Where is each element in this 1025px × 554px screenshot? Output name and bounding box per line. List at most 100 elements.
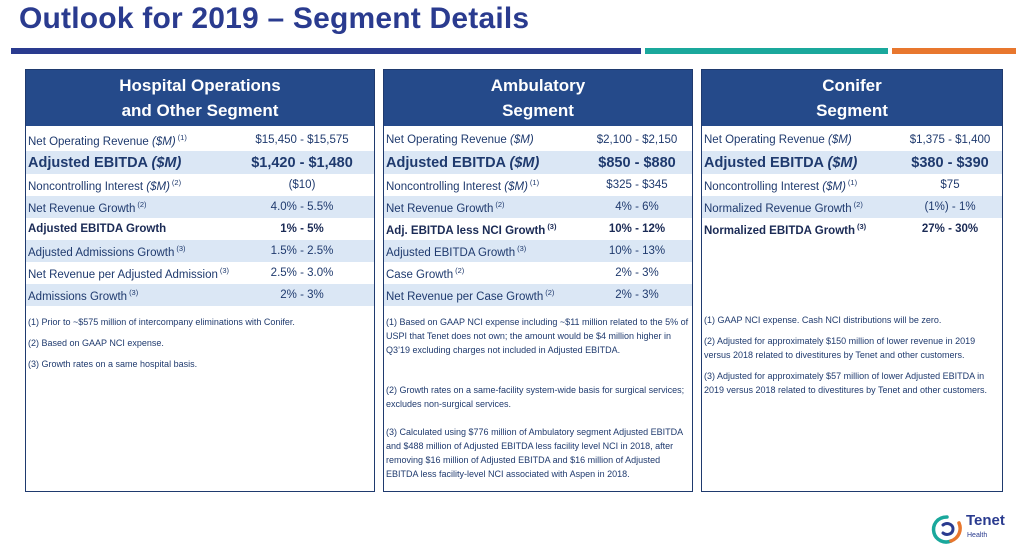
row-value: 10% - 13% [608,245,666,257]
row-label: Adjusted EBITDA Growth [386,246,516,259]
row-value: $1,420 - $1,480 [251,154,353,171]
row-value: $850 - $880 [598,154,676,171]
row-label: Normalized EBITDA Growth [704,224,855,237]
conifer-footnotes: (1) GAAP NCI expense. Cash NCI distribut… [702,304,1002,397]
row-value: 10% - 12% [608,223,666,235]
footnote: (3) Adjusted for approximately $57 milli… [704,371,987,395]
footnote-marker: (3) [176,243,186,253]
row-label: Adjusted EBITDA Growth [28,223,167,235]
row-value: 4% - 6% [615,201,659,213]
row-label: Adjusted EBITDA [28,154,148,171]
footnote-marker: (3) [547,221,557,231]
footnote-marker: (1) [529,177,540,187]
footnote: (3) Calculated using $776 million of Amb… [386,427,683,479]
table-row: Net Operating Revenue ($M) (1) $15,450 - … [26,129,374,151]
row-value: $2,100 - $2,150 [596,134,678,146]
row-value: 2% - 3% [615,267,659,279]
row-label: Net Revenue per Adjusted Admission [28,268,218,281]
footnote-marker: (2) [171,177,182,187]
footnote-marker: (3) [517,243,527,253]
row-label: Admissions Growth [28,290,128,303]
row-label: Adj. EBITDA less NCI Growth [386,224,546,237]
footnote-marker: (1) [177,132,187,142]
row-label: Adjusted Admissions Growth [28,246,175,259]
ambulatory-footnotes: (1) Based on GAAP NCI expense including … [384,306,692,481]
row-unit: ($M) [146,180,170,193]
row-label: Noncontrolling Interest [704,180,820,193]
footnote-marker: (2) [137,199,147,209]
conifer-header-line2: Segment [816,101,888,120]
row-value: ($10) [288,179,316,191]
hospital-header-line2: and Other Segment [121,101,279,120]
table-row: Net Revenue Growth (2) 4% - 6% [384,196,692,218]
row-label: Net Operating Revenue [28,135,149,148]
footnote: (1) Based on GAAP NCI expense including … [386,317,689,355]
footnote-marker: (3) [219,265,230,275]
row-value: $15,450 - $15,575 [255,134,349,146]
footnote: (2) Adjusted for approximately $150 mill… [704,336,976,360]
row-value: 2% - 3% [615,289,659,301]
table-row: Net Operating Revenue ($M) $1,375 - $1,4… [702,129,1002,151]
row-label: Adjusted EBITDA [386,154,506,171]
title-rule-orange [892,48,1016,54]
table-row: Adjusted EBITDA ($M) $850 - $880 [384,151,692,174]
table-row: Noncontrolling Interest ($M) (1) $325 - $… [384,174,692,196]
footnote-marker: (2) [853,199,863,209]
table-row: Admissions Growth (3) 2% - 3% [26,284,374,306]
footnote: (3) Growth rates on a same hospital basi… [28,359,198,369]
conifer-panel-header: Conifer Segment [702,70,1002,126]
row-value: 4.0% - 5.5% [270,201,334,213]
conifer-header-line1: Conifer [822,76,882,95]
ambulatory-header-line2: Segment [502,101,574,120]
footnote-marker: (3) [857,221,867,231]
ambulatory-panel-header: Ambulatory Segment [384,70,692,126]
row-label: Net Revenue Growth [28,202,136,215]
table-row: Noncontrolling Interest ($M) (1) $75 [702,174,1002,196]
footnote-marker: (2) [455,265,465,275]
table-row: Adjusted EBITDA ($M) $380 - $390 [702,151,1002,174]
row-unit: ($M) [152,135,176,148]
table-row: Noncontrolling Interest ($M) (2) ($10) [26,174,374,196]
table-row: Net Revenue per Case Growth (2) 2% - 3% [384,284,692,306]
footnote: (1) GAAP NCI expense. Cash NCI distribut… [704,315,942,325]
row-label: Noncontrolling Interest [386,180,502,193]
row-label: Net Revenue Growth [386,202,494,215]
logo-subtitle: Health [967,532,988,539]
table-row: Adjusted Admissions Growth (3) 1.5% - 2.5… [26,240,374,262]
row-unit: ($M) [828,134,852,146]
table-row: Normalized EBITDA Growth (3) 27% - 30% [702,218,1002,240]
row-value: 1% - 5% [280,223,324,235]
footnote-marker: (1) [847,177,858,187]
table-row: Case Growth (2) 2% - 3% [384,262,692,284]
table-row: Net Revenue Growth (2) 4.0% - 5.5% [26,196,374,218]
table-row: Adj. EBITDA less NCI Growth (3) 10% - 12% [384,218,692,240]
tenet-logo-icon [931,515,962,544]
row-value: $325 - $345 [606,179,668,191]
page-title: Outlook for 2019 – Segment Details [19,2,530,35]
row-value: (1%) - 1% [924,201,976,213]
row-label: Net Operating Revenue [704,134,825,146]
row-label: Net Operating Revenue [386,134,507,146]
table-row: Net Operating Revenue ($M) $2,100 - $2,1… [384,129,692,151]
hospital-panel: Hospital Operations and Other Segment Ne… [25,69,375,492]
row-label: Net Revenue per Case Growth [386,290,544,303]
footnote: (2) Growth rates on a same-facility syst… [386,385,685,409]
row-unit: ($M) [509,154,540,171]
hospital-footnotes: (1) Prior to ~$575 million of intercompa… [26,306,374,371]
hospital-header-line1: Hospital Operations [119,76,281,95]
footnote-marker: (2) [495,199,505,209]
row-value: 1.5% - 2.5% [270,245,334,257]
conifer-panel: Conifer Segment Net Operating Revenue ($… [701,69,1003,492]
row-unit: ($M) [510,134,534,146]
row-unit: ($M) [822,180,846,193]
table-row: Adjusted EBITDA Growth 1% - 5% [26,218,374,240]
footnote: (1) Prior to ~$575 million of intercompa… [28,317,295,327]
row-label: Normalized Revenue Growth [704,202,852,215]
table-row: Adjusted EBITDA Growth (3) 10% - 13% [384,240,692,262]
row-value: 2.5% - 3.0% [270,267,334,279]
title-rule-navy [11,48,641,54]
row-value: $1,375 - $1,400 [909,134,991,146]
ambulatory-header-line1: Ambulatory [490,76,586,95]
row-label: Adjusted EBITDA [704,154,824,171]
row-value: $380 - $390 [911,154,989,171]
